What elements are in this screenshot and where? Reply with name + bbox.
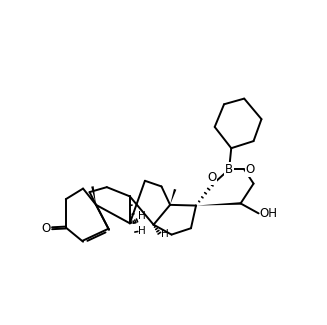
Polygon shape [196, 202, 241, 206]
Text: OH: OH [260, 207, 278, 220]
Text: O: O [207, 171, 216, 184]
Text: O: O [246, 163, 255, 176]
Text: H: H [138, 226, 146, 236]
Text: B: B [225, 163, 233, 176]
Polygon shape [170, 189, 176, 205]
Text: H: H [161, 229, 168, 239]
Text: O: O [41, 222, 50, 235]
Text: H: H [138, 211, 146, 221]
Polygon shape [91, 186, 96, 205]
